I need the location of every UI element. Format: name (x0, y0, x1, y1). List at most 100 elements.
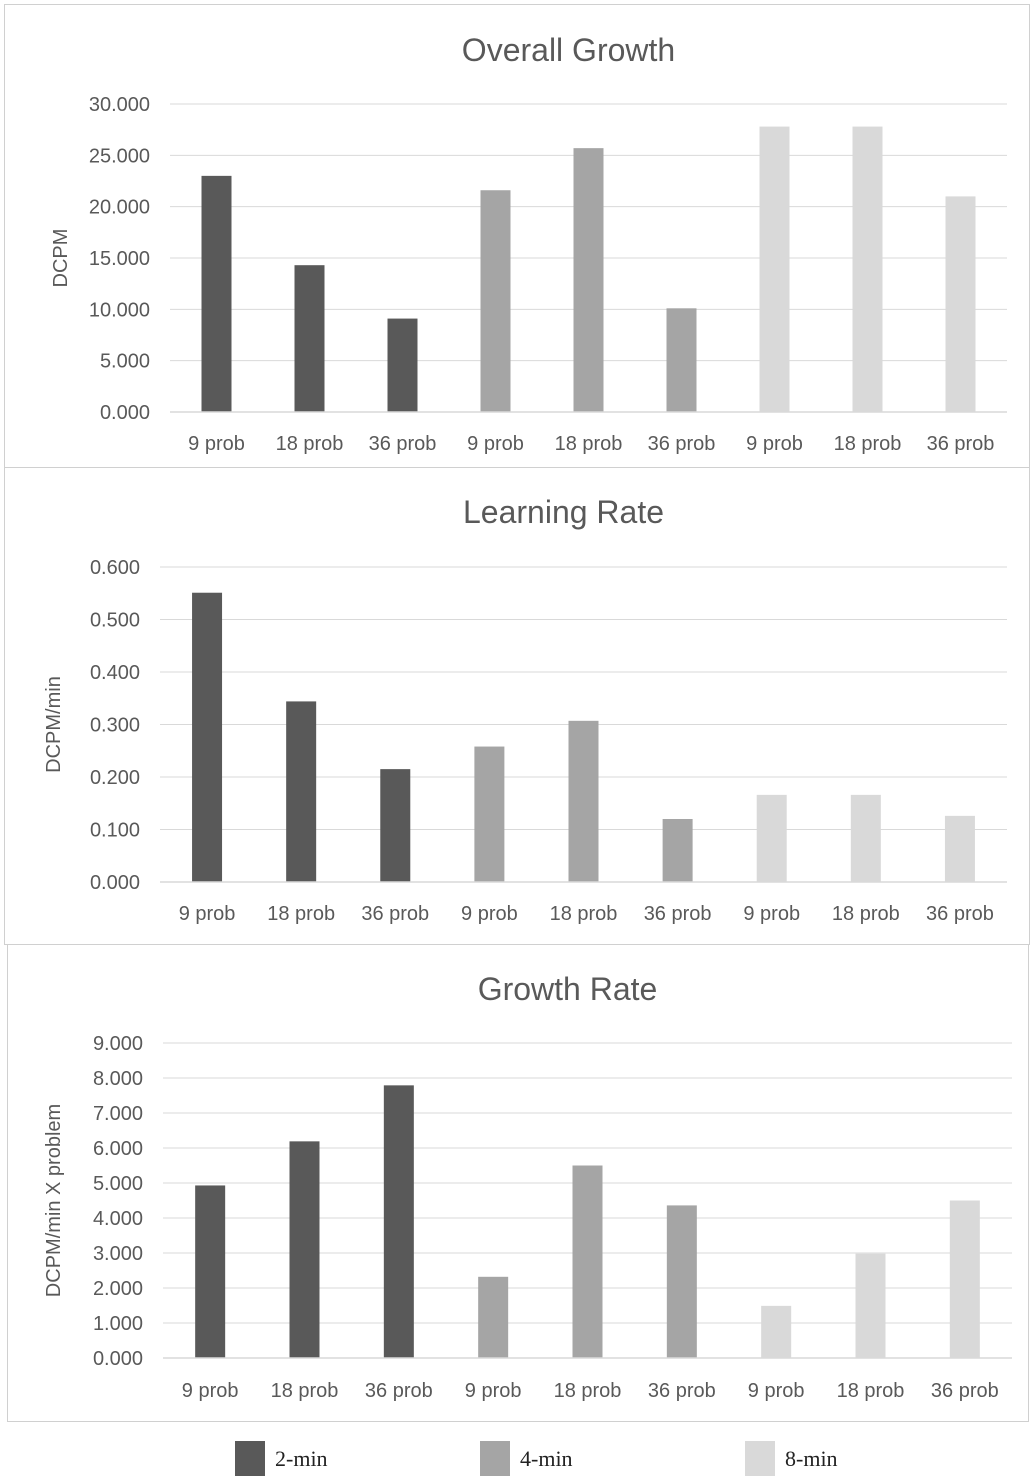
x-tick-label: 36 prob (361, 903, 429, 925)
bar (759, 126, 790, 412)
x-tick-label: 18 prob (837, 1380, 905, 1402)
x-tick-label: 9 prob (179, 903, 236, 925)
bar (945, 196, 976, 412)
y-tick-label: 5.000 (100, 351, 150, 373)
y-tick-label: 7.000 (93, 1103, 143, 1125)
y-tick-label: 0.000 (90, 872, 140, 894)
bar (662, 819, 693, 882)
bar (944, 815, 975, 882)
y-tick-label: 0.000 (100, 402, 150, 424)
bar (480, 190, 511, 412)
y-tick-label: 15.000 (89, 248, 150, 270)
x-tick-label: 9 prob (465, 1380, 522, 1402)
x-tick-label: 36 prob (365, 1380, 433, 1402)
bar (383, 1085, 414, 1358)
legend-item-8-min: 8-min (745, 1441, 838, 1476)
x-tick-label: 18 prob (267, 903, 335, 925)
bar (855, 1253, 886, 1358)
y-tick-label: 0.100 (90, 820, 140, 842)
bar (666, 308, 697, 412)
x-tick-label: 18 prob (271, 1380, 339, 1402)
y-tick-label: 0.400 (90, 662, 140, 684)
x-tick-label: 36 prob (931, 1380, 999, 1402)
x-tick-label: 36 prob (648, 1380, 716, 1402)
bar (572, 1165, 603, 1358)
y-tick-label: 8.000 (93, 1068, 143, 1090)
y-tick-label: 10.000 (89, 299, 150, 321)
bar (201, 175, 232, 412)
x-tick-label: 9 prob (743, 903, 800, 925)
bar (195, 1185, 226, 1358)
bar (294, 265, 325, 412)
bar (286, 701, 317, 882)
y-tick-label: 30.000 (89, 94, 150, 116)
bar (289, 1141, 320, 1358)
x-tick-label: 36 prob (648, 433, 716, 455)
legend-label-2-min: 2-min (275, 1445, 328, 1471)
bar (850, 794, 881, 882)
chart-title: Growth Rate (478, 971, 658, 1007)
overall-growth-chart: Overall Growth 0.000 5.000 10.000 15.000 20.0… (4, 4, 1030, 470)
legend-swatch-2-min (235, 1441, 265, 1476)
legend-swatch-4-min (480, 1441, 510, 1476)
y-tick-label: 0.600 (90, 557, 140, 579)
legend-swatch-8-min (745, 1441, 775, 1476)
x-tick-label: 9 prob (188, 433, 245, 455)
y-tick-label: 20.000 (89, 197, 150, 219)
bar (756, 794, 787, 882)
bar (761, 1305, 792, 1358)
y-tick-label: 2.000 (93, 1278, 143, 1300)
learning-rate-chart: Learning Rate 0.000 0.100 0.200 0.300 0.400 0.… (4, 467, 1030, 945)
bar (666, 1205, 697, 1358)
bar (852, 126, 883, 412)
y-axis-label: DCPM (50, 229, 72, 288)
x-tick-label: 9 prob (748, 1380, 805, 1402)
x-tick-label: 18 prob (832, 903, 900, 925)
bar (380, 769, 411, 882)
y-tick-label: 0.300 (90, 715, 140, 737)
chart-title: Learning Rate (463, 494, 664, 530)
bar (387, 318, 418, 412)
y-tick-label: 6.000 (93, 1138, 143, 1160)
y-tick-label: 3.000 (93, 1243, 143, 1265)
bar (568, 720, 599, 882)
y-tick-label: 0.200 (90, 767, 140, 789)
y-tick-label: 4.000 (93, 1208, 143, 1230)
y-tick-label: 1.000 (93, 1313, 143, 1335)
chart-svg: Learning Rate 0.000 0.100 0.200 0.300 0.400 0.… (43, 494, 1007, 925)
y-tick-label: 0.000 (93, 1348, 143, 1370)
bar (474, 746, 505, 882)
x-tick-label: 9 prob (461, 903, 518, 925)
bar (949, 1200, 980, 1358)
x-tick-label: 18 prob (555, 433, 623, 455)
x-tick-label: 36 prob (369, 433, 437, 455)
legend-label-8-min: 8-min (785, 1445, 838, 1471)
bar (478, 1276, 509, 1358)
chart-svg: Overall Growth 0.000 5.000 10.000 15.000 20.0… (50, 32, 1007, 455)
x-tick-label: 9 prob (746, 433, 803, 455)
x-tick-label: 9 prob (182, 1380, 239, 1402)
chart-title: Overall Growth (462, 32, 675, 68)
x-tick-label: 36 prob (927, 433, 995, 455)
bar (573, 148, 604, 412)
chart-svg: Growth Rate 0.000 1.000 2.000 3.000 4.000 5.00… (43, 971, 1012, 1402)
y-tick-label: 5.000 (93, 1173, 143, 1195)
x-tick-label: 18 prob (550, 903, 618, 925)
x-tick-label: 36 prob (926, 903, 994, 925)
y-axis-label: DCPM/min X problem (43, 1104, 65, 1297)
legend-item-4-min: 4-min (480, 1441, 573, 1476)
y-tick-label: 0.500 (90, 610, 140, 632)
x-tick-label: 18 prob (276, 433, 344, 455)
x-tick-label: 18 prob (554, 1380, 622, 1402)
y-tick-label: 25.000 (89, 145, 150, 167)
x-tick-label: 36 prob (644, 903, 712, 925)
legend-label-4-min: 4-min (520, 1445, 573, 1471)
bar (192, 592, 223, 882)
legend-item-2-min: 2-min (235, 1441, 328, 1476)
x-tick-label: 18 prob (834, 433, 902, 455)
chart-legend: 2-min 4-min 8-min (0, 1424, 1032, 1478)
y-axis-label: DCPM/min (43, 676, 65, 773)
growth-rate-chart: Growth Rate 0.000 1.000 2.000 3.000 4.000 5.00… (7, 944, 1029, 1422)
x-tick-label: 9 prob (467, 433, 524, 455)
y-tick-label: 9.000 (93, 1033, 143, 1055)
